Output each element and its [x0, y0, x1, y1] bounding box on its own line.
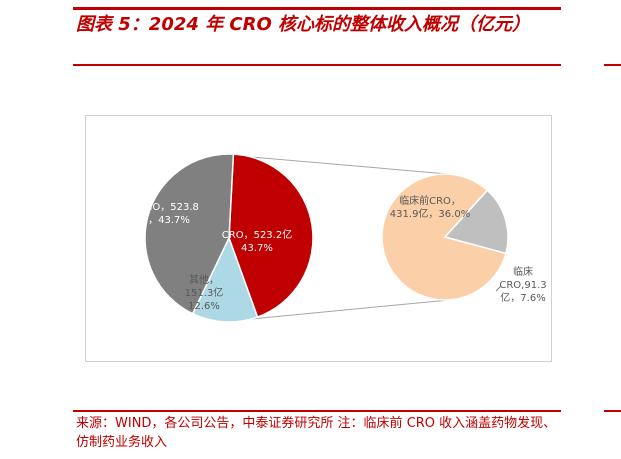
figure-title: 图表 5：2024 年 CRO 核心标的整体收入概况（亿元） [76, 14, 531, 35]
data-label-其他: 12.6% [188, 301, 220, 312]
source-note: 来源：WIND，各公司公告，中泰证券研究所 注：临床前 CRO 收入涵盖药物发现… [76, 416, 557, 450]
data-label-CDMO: 亿，43.7% [138, 213, 190, 226]
data-label-CRO: CRO，523.2亿 [222, 228, 292, 241]
footer-rule [73, 410, 561, 412]
pie-slice-CRO [228, 153, 314, 318]
connector-line-top [227, 154, 449, 175]
side-rule [604, 64, 621, 66]
data-label-CRO: 43.7% [241, 243, 273, 254]
data-label-其他: 151.3亿 [185, 286, 224, 299]
pie-slice-CDMO [144, 153, 235, 315]
leader-line [495, 285, 502, 292]
data-label-其他: 其他， [189, 273, 219, 286]
data-label-临床前CRO: 431.9亿，36.0% [390, 207, 470, 220]
data-label-临床CRO: 临床 [513, 265, 533, 278]
pie-slice-临床前CRO [381, 173, 507, 301]
chart-frame [85, 115, 552, 362]
connector-line-bottom [229, 299, 450, 322]
pie-slice-其他 [191, 236, 259, 323]
title-rule [73, 64, 561, 66]
data-label-临床前CRO: 临床前CRO， [399, 194, 461, 207]
pie-slice-临床CRO [443, 189, 509, 255]
data-label-CDMO: CDMO，523.8 [129, 202, 199, 213]
top-rule [73, 7, 561, 10]
data-label-临床CRO: 亿，7.6% [500, 291, 545, 304]
side-rule-bottom [604, 410, 621, 412]
data-label-临床CRO: CRO,91.3 [499, 280, 546, 291]
